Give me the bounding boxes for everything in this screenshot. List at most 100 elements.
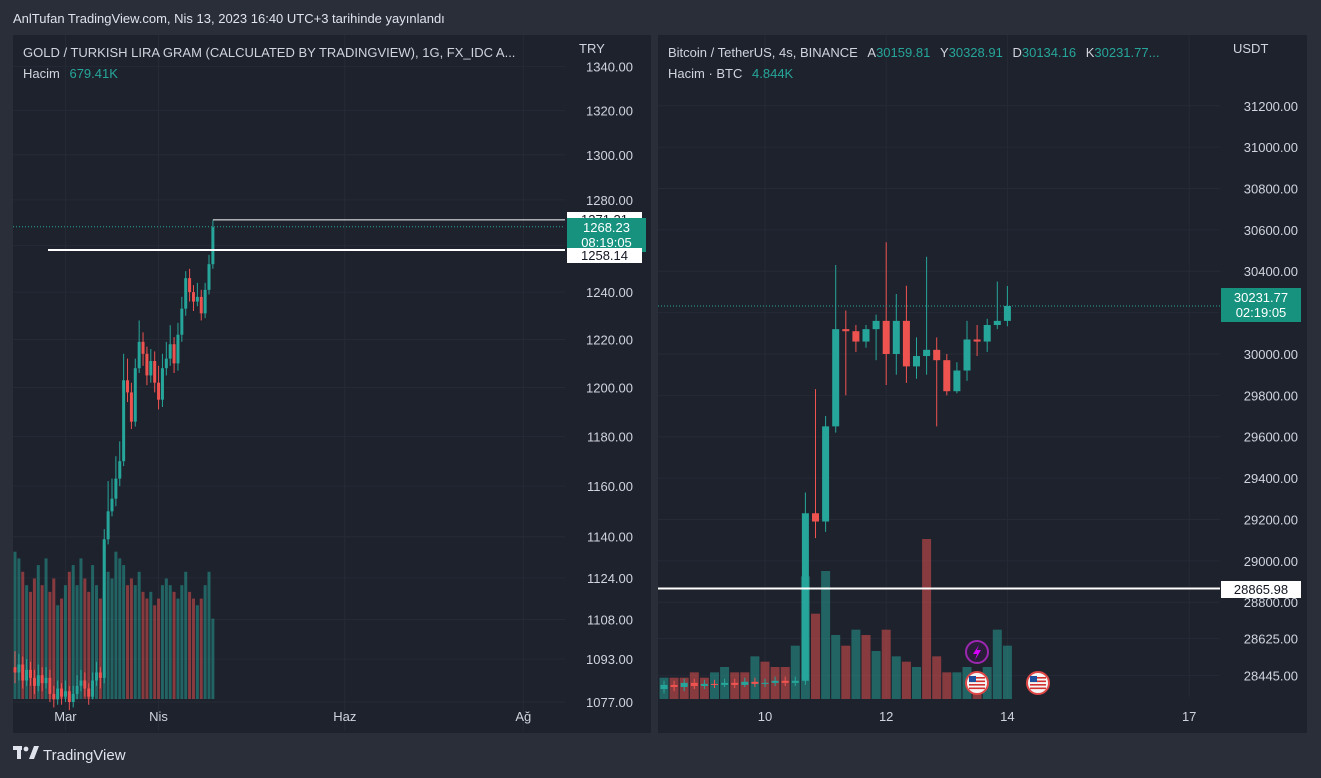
btc-candle-body (700, 683, 708, 686)
btc-volume-bar (851, 629, 861, 699)
gold-candle-body (114, 478, 118, 499)
gold-candle-body (29, 669, 33, 678)
gold-y-tick-label: 1140.00 (587, 530, 633, 545)
gold-volume-bar (75, 585, 79, 699)
gold-candle-body (52, 693, 56, 700)
btc-candle-body (953, 370, 961, 392)
gold-chart-title: GOLD / TURKISH LIRA GRAM (CALCULATED BY … (23, 45, 516, 60)
btc-y-tick-label: 30800.00 (1244, 181, 1298, 196)
gold-candle-body (36, 675, 40, 686)
btc-candle-body (993, 320, 1001, 326)
gold-candle-body (207, 264, 211, 290)
gold-y-tick-label: 1320.00 (586, 103, 633, 118)
btc-y-tick-label: 31200.00 (1244, 99, 1298, 114)
btc-event-markers (965, 640, 1050, 695)
gold-volume-bar (94, 585, 98, 699)
gold-volume-bar (106, 571, 110, 699)
btc-candle-body (943, 360, 951, 392)
gold-volume-bar (211, 618, 215, 699)
btc-candle-body (660, 684, 668, 690)
btc-volume-bar (942, 672, 952, 699)
gold-candle-body (102, 539, 106, 678)
gold-volume-bar (145, 598, 149, 699)
btc-y-tick-label: 30000.00 (1244, 347, 1298, 362)
tradingview-brand-label: TradingView (43, 746, 126, 764)
btc-horizontal-line-tag[interactable]: 28865.98 (1221, 580, 1301, 598)
gold-volume-bar (176, 598, 180, 699)
btc-candle-body (933, 349, 941, 361)
gold-chart-canvas[interactable]: 1340.001320.001300.001280.001260.001240.… (13, 35, 651, 733)
gold-candle-body (168, 344, 172, 359)
gold-volume-bar (188, 591, 192, 699)
btc-countdown: 02:19:05 (1235, 305, 1287, 321)
gold-candle-body (32, 677, 36, 686)
gold-candle-body (129, 392, 133, 422)
gold-candle-body (172, 344, 176, 364)
gold-candle-body (184, 278, 188, 309)
btc-y-tick-label: 28625.00 (1244, 631, 1298, 646)
gold-volume-bar (207, 571, 211, 699)
gold-x-tick-label: Nis (149, 709, 168, 724)
gold-y-tick-label: 1160.00 (587, 479, 633, 494)
btc-volume-bar (811, 613, 820, 699)
gold-candle-body (67, 691, 71, 703)
gold-y-tick-label: 1280.00 (586, 193, 633, 208)
btc-y-tick-label: 30400.00 (1244, 264, 1298, 279)
gold-candle-body (40, 675, 44, 684)
gold-x-tick-label: Mar (54, 709, 77, 724)
btc-chart-panel[interactable]: 31200.00 31000.00 30800.00 30600.00 30400.00… (658, 35, 1307, 733)
us-flag-icon (1026, 671, 1050, 695)
btc-volume-bar (831, 635, 841, 699)
gold-horizontal-line-tag[interactable]: 1258.14 (567, 247, 642, 263)
btc-volume-bar (841, 645, 851, 699)
gold-chart-panel[interactable]: 1340.001320.001300.001280.001260.001240.… (13, 35, 651, 733)
gold-volume-label: Hacim (23, 66, 60, 81)
btc-volume-bar (821, 571, 831, 699)
gold-volume-bar (63, 585, 67, 699)
gold-y-tick-label: 1093.00 (586, 652, 633, 667)
gold-candle-body (25, 669, 29, 681)
gold-candle-body (180, 308, 184, 335)
gold-candle-body (160, 368, 164, 400)
btc-chart-canvas[interactable]: 31200.00 31000.00 30800.00 30600.00 30400.00… (658, 35, 1307, 733)
btc-candle-body (791, 680, 799, 683)
btc-volume-bar (912, 667, 921, 699)
btc-candle-body (832, 329, 840, 427)
gold-volume-bar (110, 578, 114, 699)
btc-candle-body (852, 331, 860, 342)
gold-candle-body (203, 289, 207, 314)
gold-y-tick-label: 1240.00 (586, 285, 633, 300)
btc-candle-body (771, 680, 779, 683)
gold-volume-bar (126, 585, 130, 699)
btc-candle-body (690, 682, 698, 686)
gold-volume-bar (29, 591, 33, 699)
gold-volume-legend: Hacim 679.41K (23, 66, 118, 81)
gold-volume-bar (98, 598, 102, 699)
btc-candle-body (913, 356, 920, 367)
gold-volume-bar (40, 585, 44, 699)
btc-chart-title: Bitcoin / TetherUS, 4s, BINANCE (668, 45, 858, 60)
btc-x-tick-label: 10 (758, 709, 772, 724)
gold-volume-bar (79, 558, 83, 699)
gold-volume-bar (114, 551, 118, 699)
ohlc-open: A30159.81 (867, 45, 931, 60)
gold-y-tick-label: 1220.00 (586, 332, 633, 347)
lightning-icon (965, 640, 989, 664)
btc-volume-bar (952, 672, 962, 699)
gold-volume-bar (32, 578, 36, 699)
gold-candle-body (94, 672, 98, 681)
btc-volume-label: Hacim · BTC (668, 66, 743, 81)
btc-candle-body (721, 682, 729, 685)
tradingview-brand[interactable]: TradingView (13, 746, 126, 764)
gold-candle-body (137, 341, 141, 369)
gold-candle-body (164, 358, 168, 369)
gold-volume-bar (71, 565, 75, 699)
gold-candle-body (141, 341, 145, 354)
gold-candle-body (106, 511, 110, 540)
gold-y-tick-label: 1180.00 (587, 429, 633, 444)
us-flag-icon (965, 671, 989, 695)
gold-volume-bar (36, 565, 40, 699)
gold-candle-body (17, 664, 21, 673)
gold-volume-bar (168, 585, 172, 699)
gold-volume-bar (67, 571, 71, 699)
